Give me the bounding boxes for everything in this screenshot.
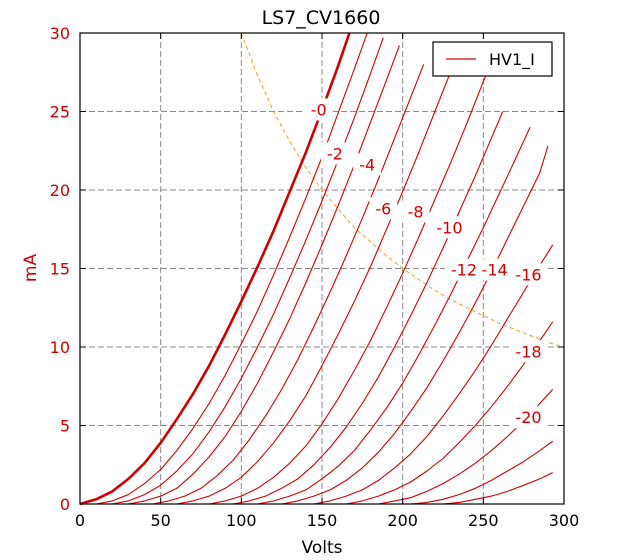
series-line-grid-18 xyxy=(281,145,549,505)
y-tick-label-6: 30 xyxy=(50,24,70,43)
series-line-grid-0 xyxy=(79,32,351,506)
x-tick-label-5: 250 xyxy=(468,511,499,530)
curve-label-grid-2: -2 xyxy=(327,144,343,163)
curve-label-grid-6: -6 xyxy=(375,199,391,218)
series-line-grid-22 xyxy=(346,321,554,505)
curve-label-bg xyxy=(369,197,398,220)
series-group xyxy=(79,32,554,506)
curve-label-grid-16: -16 xyxy=(515,265,541,284)
x-tick-label-1: 50 xyxy=(150,511,170,530)
x-axis-label: Volts xyxy=(302,538,343,558)
series-line-grid-10 xyxy=(176,48,462,505)
curve-label-bg xyxy=(509,340,548,363)
x-tick-label-3: 150 xyxy=(307,511,338,530)
y-tick-label-1: 5 xyxy=(60,417,70,436)
series-line-grid-26 xyxy=(410,440,554,505)
curve-label-bg xyxy=(509,263,548,286)
legend: HV1_I xyxy=(432,41,553,77)
load-line-path xyxy=(240,32,565,348)
series-line-grid-16 xyxy=(257,126,531,505)
y-tick-label-0: 0 xyxy=(60,495,70,514)
x-tick-label-2: 100 xyxy=(226,511,257,530)
curve-label-grid-14: -14 xyxy=(482,261,508,280)
chart-title: LS7_CV1660 xyxy=(262,7,381,29)
curve-labels: -0 -2 -4 -6 -8 -10 -12 -14 -16 -18 -20 xyxy=(304,98,548,429)
y-tick-label-4: 20 xyxy=(50,181,70,200)
curve-label-bg xyxy=(304,98,333,121)
curve-label-bg xyxy=(320,142,349,165)
curve-label-grid-0: -0 xyxy=(311,101,327,120)
series-line-grid-28 xyxy=(442,472,553,505)
axis-ticks: 0 50 100 150 200 250 300 0 5 10 15 20 25 30 xyxy=(50,24,580,530)
curve-label-bg xyxy=(430,216,469,239)
curve-label-grid-20: -20 xyxy=(515,408,541,427)
series-line-grid-14 xyxy=(233,111,504,505)
curve-label-grid-18: -18 xyxy=(515,342,541,361)
curve-label-grid-8: -8 xyxy=(408,203,424,222)
x-tick-label-0: 0 xyxy=(75,511,85,530)
series-line-grid-12 xyxy=(208,65,491,505)
curve-label-grid-12: -12 xyxy=(451,261,477,280)
curve-label-bg xyxy=(353,153,382,176)
y-axis-label: mA xyxy=(21,254,41,283)
series-line-grid-6 xyxy=(128,45,400,505)
legend-label: HV1_I xyxy=(489,50,535,70)
curve-label-grid-10: -10 xyxy=(436,218,462,237)
x-tick-label-6: 300 xyxy=(549,511,580,530)
curve-label-bg xyxy=(509,406,548,429)
y-tick-label-5: 25 xyxy=(50,103,70,122)
y-tick-label-3: 15 xyxy=(50,260,70,279)
curve-label-bg xyxy=(401,200,430,223)
x-tick-label-4: 200 xyxy=(387,511,418,530)
series-line-grid-8 xyxy=(152,64,425,505)
curve-label-grid-4: -4 xyxy=(359,155,375,174)
series-line-grid-4 xyxy=(112,37,384,505)
series-line-grid-20 xyxy=(313,244,554,505)
curve-label-bg xyxy=(444,258,483,281)
load-line xyxy=(240,32,565,348)
curve-label-bg xyxy=(475,258,514,281)
y-tick-label-2: 10 xyxy=(50,338,70,357)
